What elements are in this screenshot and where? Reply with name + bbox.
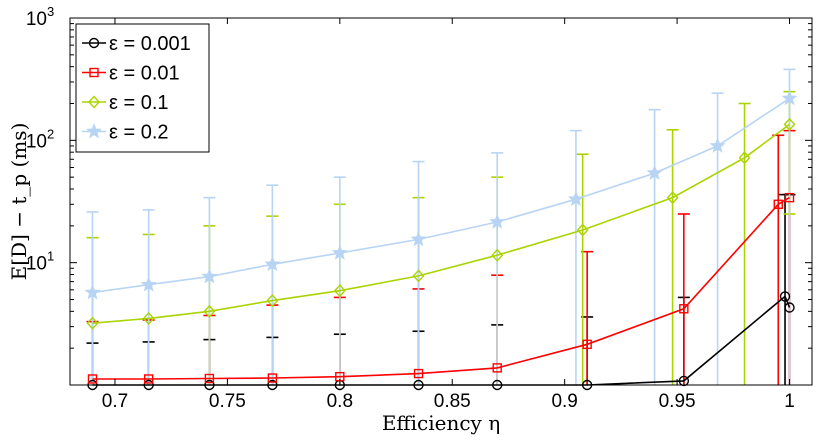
series-1-point [204, 373, 215, 384]
error-bars [86, 68, 796, 385]
series-2-point [142, 311, 155, 325]
series-1-point [582, 339, 592, 350]
series-2-point [666, 191, 679, 205]
series-markers [84, 90, 798, 391]
series-2-point [333, 284, 346, 298]
y-tick-label: 101 [26, 249, 54, 275]
legend-label: ε = 0.1 [109, 92, 169, 114]
series-1-point [784, 192, 795, 203]
series-2-point [738, 151, 751, 165]
legend-swatch-marker [88, 95, 100, 109]
y-axis-label: E[D] − t_p (ms) [7, 123, 31, 281]
series-3-point [489, 213, 506, 229]
series-3-point [331, 244, 348, 260]
axes-box [69, 17, 813, 386]
legend-entry: ε = 0.1 [82, 92, 169, 114]
x-tick-label: 0.7 [102, 391, 128, 412]
series-3-point [410, 230, 427, 247]
legend-swatch-marker [85, 123, 103, 139]
series-0-point [779, 291, 791, 302]
series-0-point [784, 302, 795, 313]
legend-label: ε = 0.2 [109, 122, 169, 144]
x-tick-label: 0.75 [209, 391, 246, 412]
series-1-point [143, 374, 154, 384]
series-3-point [84, 284, 101, 300]
series-1-point [492, 363, 502, 373]
plot-area [84, 68, 798, 391]
y-tick-label: 102 [26, 126, 54, 152]
legend-entry: ε = 0.01 [82, 63, 180, 85]
x-axis-label: Efficiency η [382, 411, 500, 435]
legend-entry: ε = 0.001 [82, 33, 191, 55]
series-3-point [264, 255, 281, 272]
legend-entry: ε = 0.2 [82, 122, 169, 144]
series-2-point [412, 269, 425, 283]
series-3-point [781, 90, 798, 106]
x-tick-label: 1 [784, 391, 795, 412]
series-2-line [92, 123, 790, 324]
series-1-point [773, 199, 783, 209]
series-1-point [413, 368, 424, 379]
x-tick-label: 0.8 [327, 391, 353, 412]
series-2-point [576, 223, 589, 237]
x-tick-label: 0.85 [434, 391, 471, 412]
series-2-point [86, 316, 99, 330]
series-1-point [679, 304, 689, 314]
legend-label: ε = 0.001 [109, 33, 191, 55]
series-2-point [783, 117, 796, 131]
series-2-point [203, 304, 216, 318]
series-1-point [267, 373, 278, 383]
series-3-point [709, 137, 726, 153]
y-axis-ticks: 101 102 103 [26, 4, 812, 349]
series-1-line [92, 196, 790, 380]
series-3-point [646, 164, 663, 180]
legend-swatch-marker [88, 37, 100, 49]
series-3-point [567, 190, 584, 207]
series-3-point [201, 268, 218, 284]
legend-swatch-marker [89, 67, 99, 78]
legend-label: ε = 0.01 [109, 63, 180, 85]
x-tick-label: 0.9 [551, 391, 577, 412]
series-2-point [491, 248, 504, 262]
x-axis-ticks: 0.7 0.75 0.8 0.85 0.9 0.95 1 [102, 18, 795, 412]
series-2-point [266, 294, 279, 308]
series-3-point [140, 276, 157, 292]
x-tick-label: 0.95 [659, 391, 696, 412]
legend: ε = 0.001 ε = 0.01 ε = 0.1 ε = 0.2 [75, 23, 210, 153]
y-tick-label: 103 [26, 4, 54, 30]
series-1-point [87, 374, 98, 384]
